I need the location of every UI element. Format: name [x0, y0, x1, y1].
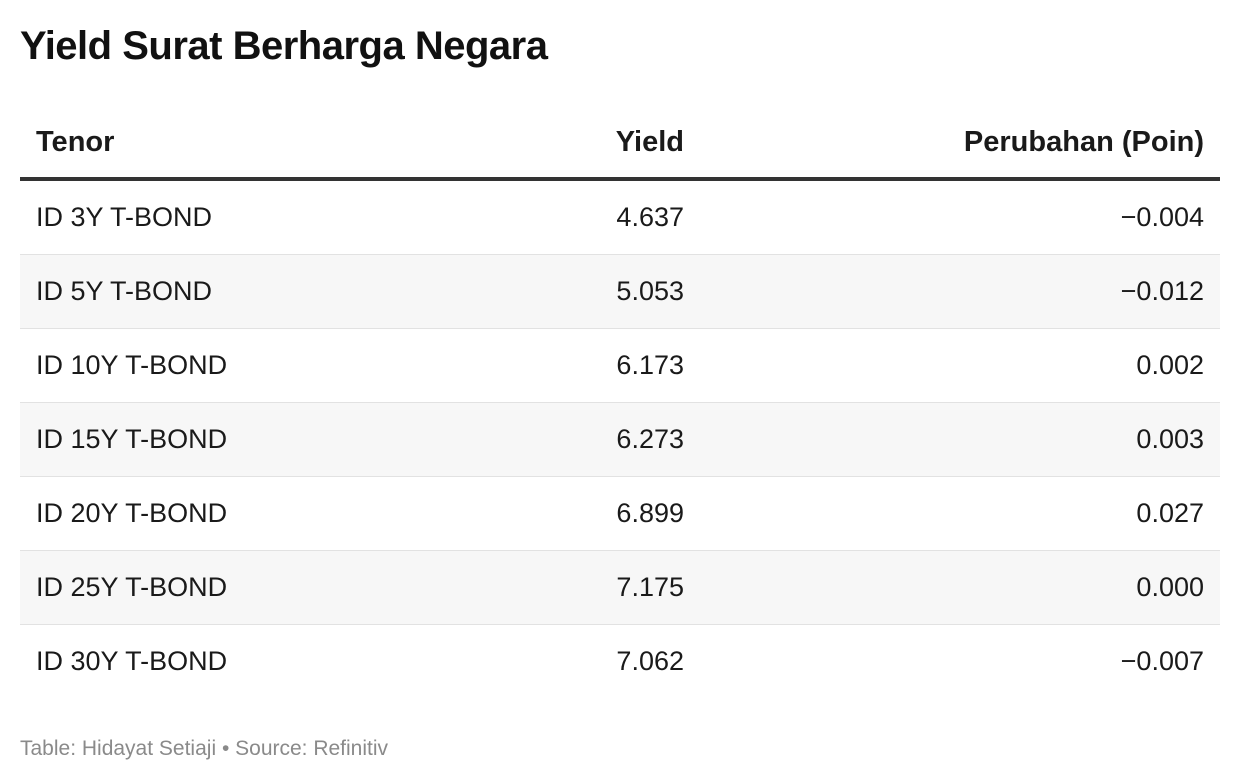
cell-tenor: ID 20Y T-BOND [20, 476, 440, 551]
cell-change: 0.000 [700, 550, 1220, 625]
cell-yield: 7.062 [616, 646, 684, 676]
cell-tenor: ID 30Y T-BOND [36, 646, 228, 676]
cell-yield: 6.173 [440, 328, 700, 403]
table-title: Yield Surat Berharga Negara [20, 24, 548, 68]
cell-change: −0.012 [700, 254, 1220, 329]
table-row: ID 5Y T-BOND 5.053 −0.012 [20, 254, 1220, 329]
cell-tenor: ID 25Y T-BOND [20, 550, 440, 625]
cell-yield: 7.175 [440, 550, 700, 625]
cell-yield: 6.273 [440, 402, 700, 477]
header-row: Tenor Yield Perubahan (Poin) [20, 107, 1220, 181]
cell-tenor: ID 10Y T-BOND [20, 328, 440, 403]
table-body: ID 3Y T-BOND 4.637 −0.004 ID 5Y T-BOND 5.053… [20, 179, 1220, 698]
cell-change: 0.027 [700, 476, 1220, 551]
table-row: ID 20Y T-BOND 6.899 0.027 [20, 476, 1220, 551]
column-header-tenor: Tenor [20, 107, 440, 181]
table-row: ID 25Y T-BOND 7.175 0.000 [20, 550, 1220, 625]
column-header-yield: Yield [440, 107, 700, 181]
table-row: ID 10Y T-BOND 6.173 0.002 [20, 328, 1220, 403]
table-row: ID 15Y T-BOND 6.273 0.003 [20, 402, 1220, 477]
table-row: ID 30Y T-BOND 7.062 −0.007 [20, 625, 1220, 699]
cell-tenor: ID 3Y T-BOND [20, 179, 440, 255]
cell-yield: 4.637 [440, 179, 700, 255]
cell-change: −0.004 [700, 179, 1220, 255]
cell-yield: 5.053 [440, 254, 700, 329]
cell-yield: 6.899 [440, 476, 700, 551]
cell-tenor: ID 15Y T-BOND [20, 402, 440, 477]
column-header-change: Perubahan (Poin) [700, 107, 1220, 181]
yield-table: Tenor Yield Perubahan (Poin) ID 3Y T-BON… [20, 107, 1220, 698]
cell-change: 0.002 [700, 328, 1220, 403]
table-footer: Table: Hidayat Setiaji • Source: Refinit… [20, 737, 389, 760]
cell-change: −0.007 [1120, 646, 1204, 676]
table-row: ID 3Y T-BOND 4.637 −0.004 [20, 179, 1220, 255]
yield-table-container: Tenor Yield Perubahan (Poin) ID 3Y T-BON… [20, 107, 1220, 698]
table-header: Tenor Yield Perubahan (Poin) [20, 107, 1220, 181]
cell-tenor: ID 5Y T-BOND [20, 254, 440, 329]
cell-change: 0.003 [700, 402, 1220, 477]
